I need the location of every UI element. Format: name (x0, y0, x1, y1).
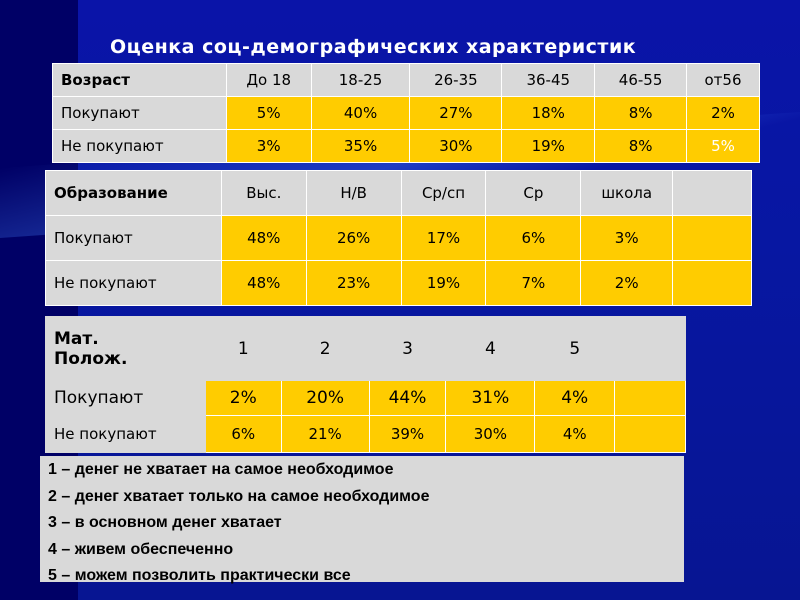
table-header-cell: Возраст (52, 63, 227, 97)
table-header-cell: 36-45 (501, 63, 596, 97)
table-header-cell: Образование (45, 170, 222, 216)
table-header-cell: от56 (686, 63, 760, 97)
table-header-cell: Выс. (220, 170, 307, 216)
table-header-cell: школа (580, 170, 674, 216)
table-cell: 2% (686, 96, 760, 130)
row-label: Не покупают (52, 129, 227, 163)
table-cell: 30% (445, 415, 536, 453)
table-cell: 31% (445, 380, 536, 416)
legend-item: 1 – денег не хватает на самое необходимо… (48, 461, 394, 478)
table-header-cell: 46-55 (594, 63, 688, 97)
legend-box: 1 – денег не хватает на самое необходимо… (40, 456, 684, 584)
table-cell: 8% (594, 96, 688, 130)
table-row: Покупают 2% 20% 44% 31% 4% (45, 380, 686, 416)
table-header-cell: 18-25 (310, 63, 411, 97)
table-cell (672, 215, 752, 261)
legend-item: 3 – в основном денег хватает (48, 514, 282, 531)
table-header-cell: Ср/сп (400, 170, 487, 216)
table-cell: 6% (485, 215, 582, 261)
table-row: Не покупают 6% 21% 39% 30% 4% (45, 415, 686, 453)
table-cell: 18% (501, 96, 596, 130)
legend-item: 4 – живем обеспеченно (48, 540, 234, 558)
table-cell: 23% (305, 260, 402, 306)
table-row: Не покупают 3% 35% 30% 19% 8% 5% (52, 129, 760, 163)
header-line: Полож. (54, 348, 128, 369)
table-header-cell: Мат. Полож. (45, 316, 206, 381)
table-header-cell: 5 (534, 316, 616, 381)
table-cell: 7% (485, 260, 582, 306)
legend-item: 2 – денег хватает только на самое необхо… (48, 487, 430, 505)
table-cell (614, 380, 686, 416)
table-cell (672, 260, 752, 306)
table-cell: 5% (686, 129, 760, 163)
table-cell: 48% (220, 215, 307, 261)
age-table: Возраст До 18 18-25 26-35 36-45 46-55 от… (52, 63, 760, 163)
education-table: Образование Выс. Н/В Ср/сп Ср школа Поку… (45, 170, 752, 306)
table-cell: 35% (310, 129, 411, 163)
table-header-cell: До 18 (225, 63, 312, 97)
table-header-cell (614, 316, 686, 381)
row-label: Не покупают (45, 260, 222, 306)
table-cell: 26% (305, 215, 402, 261)
table-cell: 4% (534, 380, 616, 416)
row-label: Покупают (52, 96, 227, 130)
wealth-table: Мат. Полож. 1 2 3 4 5 Покупают 2% 20% 44… (45, 316, 686, 453)
table-cell: 2% (580, 260, 674, 306)
table-cell: 3% (580, 215, 674, 261)
table-cell: 2% (204, 380, 282, 416)
table-row: Не покупают 48% 23% 19% 7% 2% (45, 260, 752, 306)
table-cell: 5% (225, 96, 312, 130)
table-cell: 17% (400, 215, 487, 261)
table-cell: 20% (280, 380, 370, 416)
table-header-row: Возраст До 18 18-25 26-35 36-45 46-55 от… (52, 63, 760, 97)
table-header-cell: 26-35 (409, 63, 503, 97)
table-cell (614, 415, 686, 453)
table-cell: 8% (594, 129, 688, 163)
table-header-row: Образование Выс. Н/В Ср/сп Ср школа (45, 170, 752, 216)
page-title: Оценка соц-демографических характеристик (110, 36, 637, 58)
table-cell: 4% (534, 415, 616, 453)
table-cell: 6% (204, 415, 282, 453)
table-header-row: Мат. Полож. 1 2 3 4 5 (45, 316, 686, 381)
table-header-cell (672, 170, 752, 216)
table-header-cell: 4 (445, 316, 536, 381)
table-cell: 3% (225, 129, 312, 163)
table-row: Покупают 48% 26% 17% 6% 3% (45, 215, 752, 261)
table-row: Покупают 5% 40% 27% 18% 8% 2% (52, 96, 760, 130)
row-label: Покупают (45, 380, 206, 416)
table-header-cell: 2 (280, 316, 370, 381)
table-cell: 27% (409, 96, 503, 130)
header-line: Мат. (54, 328, 99, 349)
table-cell: 19% (400, 260, 487, 306)
table-header-cell: 1 (204, 316, 282, 381)
row-label: Не покупают (45, 415, 206, 453)
table-cell: 30% (409, 129, 503, 163)
table-cell: 48% (220, 260, 307, 306)
table-cell: 21% (280, 415, 370, 453)
table-cell: 40% (310, 96, 411, 130)
table-cell: 39% (368, 415, 447, 453)
table-header-cell: Н/В (305, 170, 402, 216)
table-header-cell: 3 (368, 316, 447, 381)
table-cell: 19% (501, 129, 596, 163)
row-label: Покупают (45, 215, 222, 261)
table-header-cell: Ср (485, 170, 582, 216)
legend-item: 5 – можем позволить практически все (48, 567, 351, 584)
table-cell: 44% (368, 380, 447, 416)
